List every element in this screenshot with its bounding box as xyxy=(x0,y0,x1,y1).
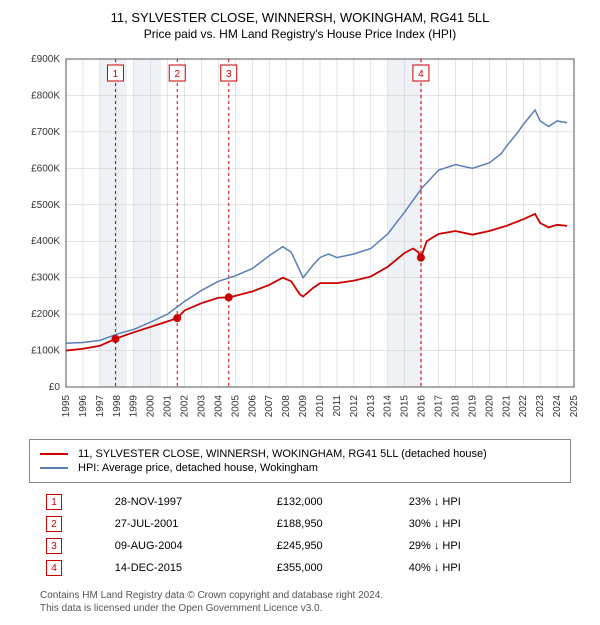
svg-text:2009: 2009 xyxy=(298,395,309,418)
svg-text:2025: 2025 xyxy=(569,395,580,418)
svg-text:£900K: £900K xyxy=(31,54,60,65)
sale-price: £188,950 xyxy=(271,513,403,535)
svg-text:2023: 2023 xyxy=(535,395,546,418)
svg-text:2007: 2007 xyxy=(264,395,275,418)
legend-item: 11, SYLVESTER CLOSE, WINNERSH, WOKINGHAM… xyxy=(40,448,560,460)
svg-text:£400K: £400K xyxy=(31,236,60,247)
sale-marker-box: 3 xyxy=(46,538,62,554)
table-row: 2 27-JUL-2001£188,95030% ↓ HPI xyxy=(40,513,560,535)
sale-price: £245,950 xyxy=(271,535,403,557)
svg-text:2013: 2013 xyxy=(366,395,377,418)
legend: 11, SYLVESTER CLOSE, WINNERSH, WOKINGHAM… xyxy=(29,439,571,483)
svg-text:£100K: £100K xyxy=(31,346,60,357)
sale-date: 09-AUG-2004 xyxy=(109,535,271,557)
svg-text:2000: 2000 xyxy=(146,395,157,418)
svg-text:2011: 2011 xyxy=(332,395,343,417)
sale-hpi-delta: 40% ↓ HPI xyxy=(403,557,560,579)
sale-marker-box: 1 xyxy=(46,494,62,510)
svg-text:2018: 2018 xyxy=(450,395,461,418)
svg-text:£700K: £700K xyxy=(31,127,60,138)
svg-text:2: 2 xyxy=(174,69,180,80)
svg-text:1997: 1997 xyxy=(95,395,106,418)
legend-label: HPI: Average price, detached house, Woki… xyxy=(78,462,318,474)
sale-date: 27-JUL-2001 xyxy=(109,513,271,535)
svg-text:2015: 2015 xyxy=(400,395,411,418)
svg-text:£500K: £500K xyxy=(31,200,60,211)
svg-text:2012: 2012 xyxy=(349,395,360,418)
table-row: 4 14-DEC-2015£355,00040% ↓ HPI xyxy=(40,557,560,579)
svg-text:2006: 2006 xyxy=(247,395,258,418)
svg-text:2021: 2021 xyxy=(501,395,512,418)
svg-text:2004: 2004 xyxy=(213,395,224,418)
sale-price: £355,000 xyxy=(271,557,403,579)
sale-date: 28-NOV-1997 xyxy=(109,491,271,513)
sale-marker-box: 4 xyxy=(46,560,62,576)
sale-hpi-delta: 23% ↓ HPI xyxy=(403,491,560,513)
svg-text:2008: 2008 xyxy=(281,395,292,418)
svg-text:2024: 2024 xyxy=(552,395,563,418)
attribution-footer: Contains HM Land Registry data © Crown c… xyxy=(40,589,560,615)
footer-line-1: Contains HM Land Registry data © Crown c… xyxy=(40,589,560,602)
price-chart: £0 £100K £200K £300K £400K £500K £600K £700K £80… xyxy=(20,51,580,431)
sale-date: 14-DEC-2015 xyxy=(109,557,271,579)
svg-text:£200K: £200K xyxy=(31,309,60,320)
svg-text:2003: 2003 xyxy=(196,395,207,418)
sales-table: 1 28-NOV-1997£132,00023% ↓ HPI 2 27-JUL-200… xyxy=(40,491,560,579)
svg-text:2014: 2014 xyxy=(383,395,394,418)
svg-text:1: 1 xyxy=(113,69,119,80)
legend-swatch xyxy=(40,453,68,455)
svg-text:2022: 2022 xyxy=(518,395,529,418)
svg-text:£600K: £600K xyxy=(31,163,60,174)
svg-text:2002: 2002 xyxy=(180,395,191,418)
svg-text:4: 4 xyxy=(418,69,424,80)
table-row: 1 28-NOV-1997£132,00023% ↓ HPI xyxy=(40,491,560,513)
svg-text:2017: 2017 xyxy=(434,395,445,418)
svg-text:1999: 1999 xyxy=(129,395,140,418)
chart-title: 11, SYLVESTER CLOSE, WINNERSH, WOKINGHAM… xyxy=(10,10,590,25)
chart-subtitle: Price paid vs. HM Land Registry's House … xyxy=(10,27,590,41)
svg-text:2001: 2001 xyxy=(163,395,174,418)
svg-text:£0: £0 xyxy=(49,382,61,393)
sale-hpi-delta: 30% ↓ HPI xyxy=(403,513,560,535)
svg-text:1996: 1996 xyxy=(78,395,89,418)
svg-text:1998: 1998 xyxy=(112,395,123,418)
legend-item: HPI: Average price, detached house, Woki… xyxy=(40,462,560,474)
sale-marker-box: 2 xyxy=(46,516,62,532)
svg-text:1995: 1995 xyxy=(61,395,72,418)
table-row: 3 09-AUG-2004£245,95029% ↓ HPI xyxy=(40,535,560,557)
svg-text:2020: 2020 xyxy=(484,395,495,418)
footer-line-2: This data is licensed under the Open Gov… xyxy=(40,602,560,615)
sale-price: £132,000 xyxy=(271,491,403,513)
svg-text:2010: 2010 xyxy=(315,395,326,418)
svg-text:£300K: £300K xyxy=(31,273,60,284)
sale-hpi-delta: 29% ↓ HPI xyxy=(403,535,560,557)
svg-text:2005: 2005 xyxy=(230,395,241,418)
legend-swatch xyxy=(40,467,68,469)
svg-text:2016: 2016 xyxy=(417,395,428,418)
legend-label: 11, SYLVESTER CLOSE, WINNERSH, WOKINGHAM… xyxy=(78,448,487,460)
svg-text:£800K: £800K xyxy=(31,90,60,101)
svg-text:2019: 2019 xyxy=(467,395,478,418)
svg-text:3: 3 xyxy=(226,69,232,80)
